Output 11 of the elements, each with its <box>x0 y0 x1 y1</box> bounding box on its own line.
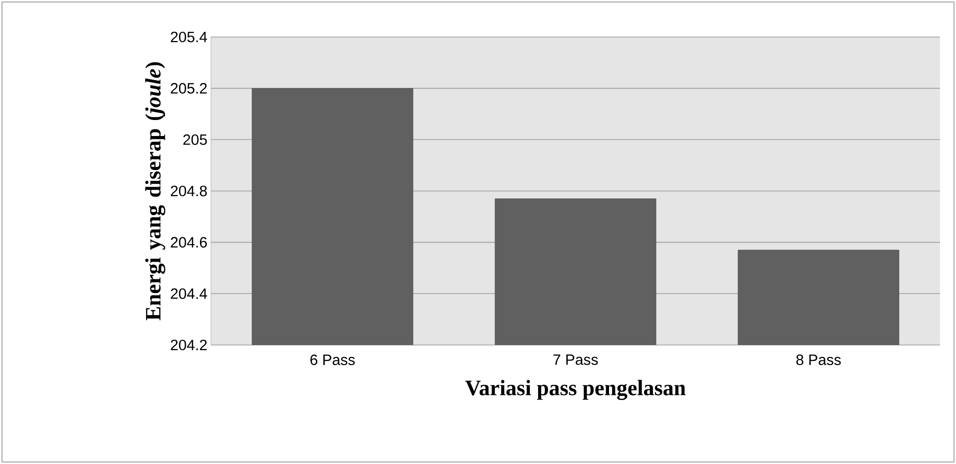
x-axis-title: Variasi pass pengelasan <box>465 380 686 400</box>
x-tick-label: 6 Pass <box>310 354 355 366</box>
y-tick-label: 205.2 <box>170 83 207 94</box>
y-tick-label: 204.8 <box>170 186 207 196</box>
x-tick-label: 7 Pass <box>553 354 598 365</box>
y-tick-label: 204.2 <box>170 340 207 350</box>
y-tick-label: 204.6 <box>170 237 207 248</box>
y-tick-label: 205.4 <box>170 32 208 42</box>
x-tick-label: 8 Pass <box>796 354 841 366</box>
y-tick-label: 205 <box>183 134 207 145</box>
y-tick-label: 204.4 <box>170 288 208 299</box>
